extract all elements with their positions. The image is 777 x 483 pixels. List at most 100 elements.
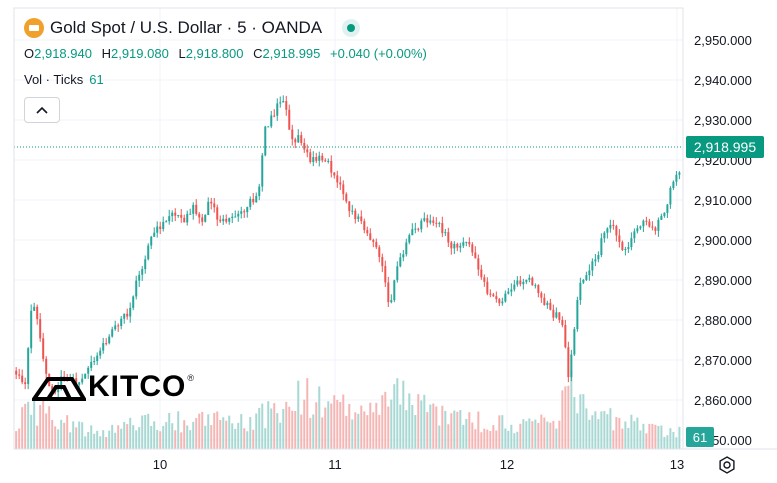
candle-body xyxy=(246,207,249,213)
candle-body xyxy=(534,285,537,287)
volume-bar xyxy=(57,429,60,449)
volume-bar xyxy=(366,415,369,449)
volume-bar xyxy=(192,421,195,449)
last-price-label: 2,918.995 xyxy=(686,136,764,158)
volume-bar xyxy=(651,423,654,449)
volume-bar xyxy=(465,418,468,449)
volume-bar xyxy=(507,430,510,449)
volume-bar xyxy=(381,395,384,449)
volume-bar xyxy=(555,428,558,449)
volume-bar xyxy=(438,425,441,449)
volume-bar xyxy=(669,428,672,449)
volume-bar xyxy=(348,403,351,449)
candle-body xyxy=(189,213,192,215)
volume-bar xyxy=(66,415,69,449)
volume-bar xyxy=(483,428,486,449)
candle-body xyxy=(252,198,255,203)
candle-body xyxy=(405,242,408,255)
candle-body xyxy=(54,391,57,393)
collapse-legend-button[interactable] xyxy=(24,97,60,123)
volume-bar xyxy=(414,415,417,449)
volume-bar xyxy=(441,405,444,449)
candle-body xyxy=(561,319,564,326)
candle-body xyxy=(150,236,153,246)
candle-body xyxy=(468,242,471,245)
volume-bar xyxy=(354,412,357,449)
volume-bar xyxy=(180,432,183,449)
candle-body xyxy=(495,296,498,300)
candle-body xyxy=(537,285,540,294)
volume-bar xyxy=(39,405,42,449)
candle-body xyxy=(300,135,303,143)
candle-body xyxy=(609,224,612,229)
candle-body xyxy=(615,226,618,236)
volume-bar xyxy=(231,423,234,449)
price-axis[interactable]: 2,950.0002,940.0002,930.0002,920.0002,91… xyxy=(694,33,752,448)
volume-bar xyxy=(120,428,123,449)
market-status-icon[interactable] xyxy=(342,19,361,37)
candle-body xyxy=(471,244,474,253)
candle-body xyxy=(483,277,486,282)
candle-body xyxy=(363,221,366,231)
volume-bar xyxy=(69,432,72,449)
volume-bar xyxy=(447,424,450,449)
candle-body xyxy=(117,325,120,327)
volume-bar xyxy=(246,431,249,449)
candle-body xyxy=(342,184,345,195)
candle-body xyxy=(120,318,123,327)
volume-bar xyxy=(114,432,117,449)
volume-bar xyxy=(165,422,168,449)
candle-body xyxy=(36,306,39,320)
volume-bar xyxy=(609,408,612,449)
candle-body xyxy=(333,172,336,176)
volume-bar xyxy=(471,422,474,449)
candle-body xyxy=(657,219,660,231)
volume-bar xyxy=(234,428,237,449)
settings-icon[interactable] xyxy=(717,455,737,475)
volume-bar xyxy=(339,401,342,449)
candle-body xyxy=(183,217,186,223)
candle-body xyxy=(228,218,231,222)
candle-body xyxy=(570,354,573,378)
volume-bar xyxy=(504,428,507,449)
y-tick-label: 2,860.000 xyxy=(694,393,752,408)
volume-bar xyxy=(228,415,231,449)
volume-bar xyxy=(492,425,495,449)
volume-bar xyxy=(417,394,420,449)
volume-bar xyxy=(222,417,225,449)
volume-bar xyxy=(282,408,285,449)
candle-body xyxy=(633,231,636,239)
candle-body xyxy=(87,367,90,374)
change-value: +0.040 (+0.00%) xyxy=(330,46,427,61)
x-tick-label: 12 xyxy=(500,457,514,472)
volume-bar xyxy=(42,399,45,449)
volume-legend[interactable]: Vol · Ticks 61 xyxy=(24,72,104,87)
candle-body xyxy=(543,297,546,306)
volume-bar xyxy=(621,428,624,449)
candle-body xyxy=(444,232,447,234)
y-tick-label: 2,870.000 xyxy=(694,353,752,368)
volume-bar xyxy=(141,415,144,449)
candle-body xyxy=(276,103,279,116)
candle-body xyxy=(477,258,480,270)
candle-body xyxy=(21,375,24,383)
candle-body xyxy=(213,203,216,208)
candle-body xyxy=(234,216,237,218)
volume-bar xyxy=(159,431,162,449)
symbol-title[interactable]: Gold Spot / U.S. Dollar · 5 · OANDA xyxy=(50,18,323,37)
volume-bar xyxy=(108,430,111,449)
y-tick-label: 2,890.000 xyxy=(694,273,752,288)
time-axis[interactable]: 10 11 12 13 xyxy=(153,457,684,472)
x-tick-label: 13 xyxy=(670,457,684,472)
candle-body xyxy=(555,312,558,318)
volume-bar xyxy=(285,401,288,449)
volume-bar xyxy=(663,436,666,449)
volume-bar xyxy=(393,384,396,449)
candle-body xyxy=(354,210,357,220)
volume-bar xyxy=(111,424,114,449)
volume-bar xyxy=(174,430,177,449)
candle-body xyxy=(192,204,195,214)
candle-body xyxy=(63,376,66,378)
candle-body xyxy=(81,378,84,383)
